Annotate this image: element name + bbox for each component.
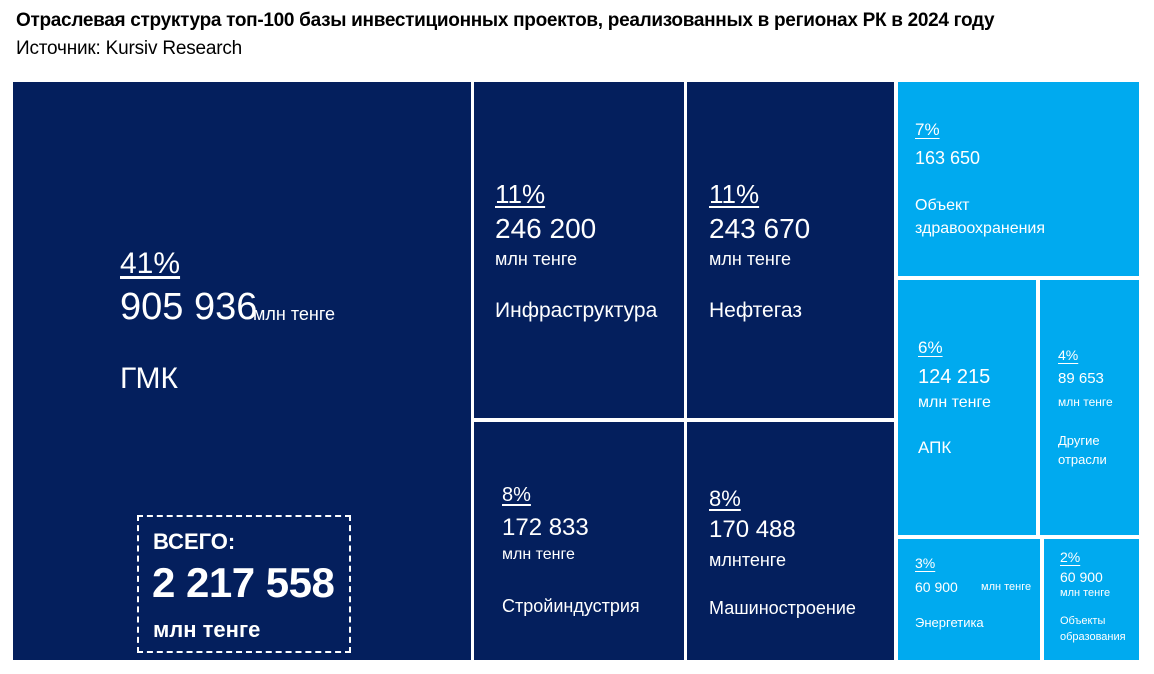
tile-percent: 8% — [709, 486, 741, 511]
tile-name: Стройиндустрия — [502, 596, 640, 616]
tile-name: Машиностроение — [709, 598, 856, 618]
chart-source: Источник: Kursiv Research — [16, 38, 243, 59]
tile-percent: 6% — [918, 338, 943, 357]
tile-unit: млнтенге — [709, 550, 786, 570]
tile-value: 124 215 — [918, 366, 991, 388]
tile-neftegaz: 11% 243 670 млн тенге Нефтегаз — [687, 82, 894, 418]
tile-unit: млн тенге — [1060, 587, 1111, 599]
tile-energy: 3% 60 900 млн тенге Энергетика — [898, 539, 1040, 660]
tile-unit: млн тенге — [253, 304, 335, 324]
tile-unit: млн тенге — [918, 394, 991, 411]
tile-edu: 2% 60 900 млн тенге Объекты образования — [1044, 539, 1139, 660]
tile-value: 246 200 — [495, 213, 597, 244]
tile-name: Объект здравоохранения — [915, 197, 1046, 238]
tile-name: Инфраструктура — [495, 299, 658, 322]
tile-value: 89 653 — [1058, 370, 1104, 387]
tile-name: Нефтегаз — [709, 299, 802, 322]
tile-health: 7% 163 650 Объект здравоохранения — [898, 82, 1139, 276]
tile-percent: 8% — [502, 484, 531, 506]
tile-unit: млн тенге — [1058, 395, 1113, 409]
tile-mash: 8% 170 488 млнтенге Машиностроение — [687, 422, 894, 660]
tile-value: 243 670 — [709, 213, 811, 244]
total-unit: млн тенге — [153, 617, 261, 642]
total-value: 2 217 558 — [152, 559, 335, 606]
tile-name: Энергетика — [915, 615, 984, 630]
chart-title: Отраслевая структура топ-100 базы инвест… — [16, 10, 995, 31]
tile-value: 60 900 — [1060, 569, 1103, 585]
tile-percent: 11% — [495, 179, 546, 209]
tile-gmk: 41% 905 936 млн тенге ГМК — [13, 82, 471, 660]
tile-percent: 3% — [915, 555, 936, 571]
tile-apk: 6% 124 215 млн тенге АПК — [898, 280, 1036, 535]
tile-percent: 7% — [915, 120, 940, 139]
tile-percent: 4% — [1058, 347, 1079, 363]
tile-unit: млн тенге — [502, 546, 575, 563]
tile-value: 905 936 — [120, 286, 258, 328]
tile-value: 172 833 — [502, 514, 589, 541]
tile-unit: млн тенге — [709, 249, 791, 269]
total-label: ВСЕГО: — [153, 529, 236, 554]
tile-infra: 11% 246 200 млн тенге Инфраструктура — [474, 82, 684, 418]
tile-percent: 11% — [709, 179, 760, 209]
tile-value: 170 488 — [709, 516, 796, 543]
tile-name: Другие отрасли — [1058, 433, 1107, 467]
tile-value: 60 900 — [915, 579, 958, 595]
tile-unit: млн тенге — [981, 581, 1032, 593]
tile-stroy: 8% 172 833 млн тенге Стройиндустрия — [474, 422, 684, 660]
tile-other: 4% 89 653 млн тенге Другие отрасли — [1040, 280, 1139, 535]
tile-percent: 41% — [120, 247, 181, 280]
tile-unit: млн тенге — [495, 249, 577, 269]
tile-value: 163 650 — [915, 148, 981, 168]
total-box: ВСЕГО: 2 217 558 млн тенге — [137, 515, 351, 653]
tile-name: Объекты образования — [1060, 615, 1126, 643]
tile-percent: 2% — [1060, 549, 1081, 565]
tile-name: АПК — [918, 438, 952, 457]
tile-name: ГМК — [120, 362, 179, 395]
